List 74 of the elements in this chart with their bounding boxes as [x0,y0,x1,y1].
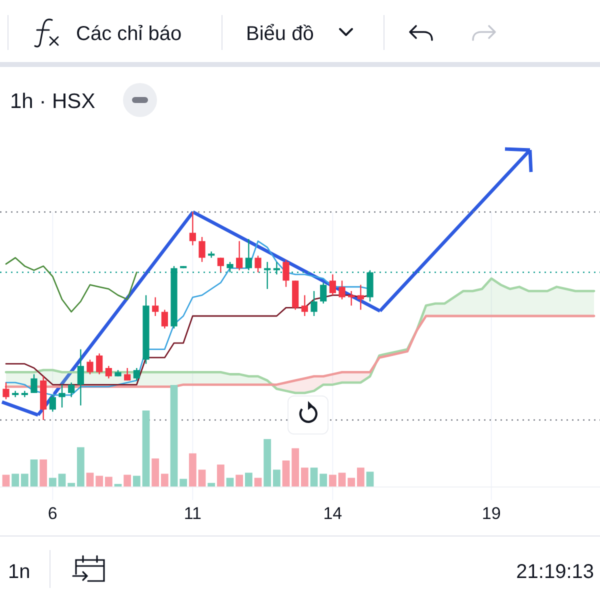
bar [348,478,356,487]
bar [300,468,308,487]
bar [142,410,150,487]
candlestick [68,382,75,398]
bar [104,476,112,487]
candlestick [2,382,10,400]
bar [48,478,56,487]
chart-title: 1h · HSX [10,90,96,113]
bar [40,459,48,487]
candlestick [301,294,308,317]
bar [58,474,66,487]
text: 1n [8,561,30,583]
bar [170,385,178,487]
candlestick [273,261,280,275]
candlestick [236,240,243,271]
bar [152,458,160,487]
bar [338,472,346,487]
bar [86,472,94,487]
candlestick [189,211,196,246]
bar [20,474,28,487]
x-tick-label: 14 [323,504,342,523]
candlestick [77,348,84,406]
candlestick [30,374,38,394]
candlestick [282,259,290,288]
bar [236,474,244,487]
bar [244,472,252,487]
candlestick [226,261,234,273]
bar [216,464,224,487]
bar [132,476,140,487]
bar [198,470,206,487]
x-tick-label: 11 [184,504,202,523]
candlestick [152,296,159,317]
bar [264,439,272,487]
candlestick [310,290,318,317]
bar [356,468,364,487]
bar [310,468,318,487]
bar [292,448,300,487]
candlestick [329,274,336,296]
bar [124,474,132,487]
candlestick [198,236,206,263]
candlestick [245,238,252,271]
candlestick [338,280,346,300]
candlestick [357,284,364,310]
bar [366,472,374,487]
text: 21:19:13 [516,561,594,583]
bar [328,474,336,487]
bar [180,478,188,487]
candlestick [161,309,168,330]
bar [76,447,84,487]
candlestick [217,257,224,273]
bar [320,474,328,487]
text: Biểu đồ [246,23,314,45]
candlestick [133,367,140,382]
x-tick-label: 19 [482,504,501,523]
candlestick [348,290,355,306]
candlestick [320,282,327,304]
candlestick [264,261,271,290]
candlestick [58,384,66,408]
bar [30,459,38,487]
candlestick [86,359,94,375]
bar [12,474,20,487]
bar [160,474,168,487]
bar [96,476,104,487]
bar [188,453,196,487]
candlestick [124,367,131,382]
candlestick [208,250,215,258]
candlestick [96,352,103,375]
bar [272,470,280,487]
bar [282,460,290,487]
candlestick [254,255,262,273]
candlestick [105,365,112,379]
x-tick-label: 6 [48,504,58,523]
candlestick [49,394,56,412]
text: Các chỉ báo [76,23,182,45]
